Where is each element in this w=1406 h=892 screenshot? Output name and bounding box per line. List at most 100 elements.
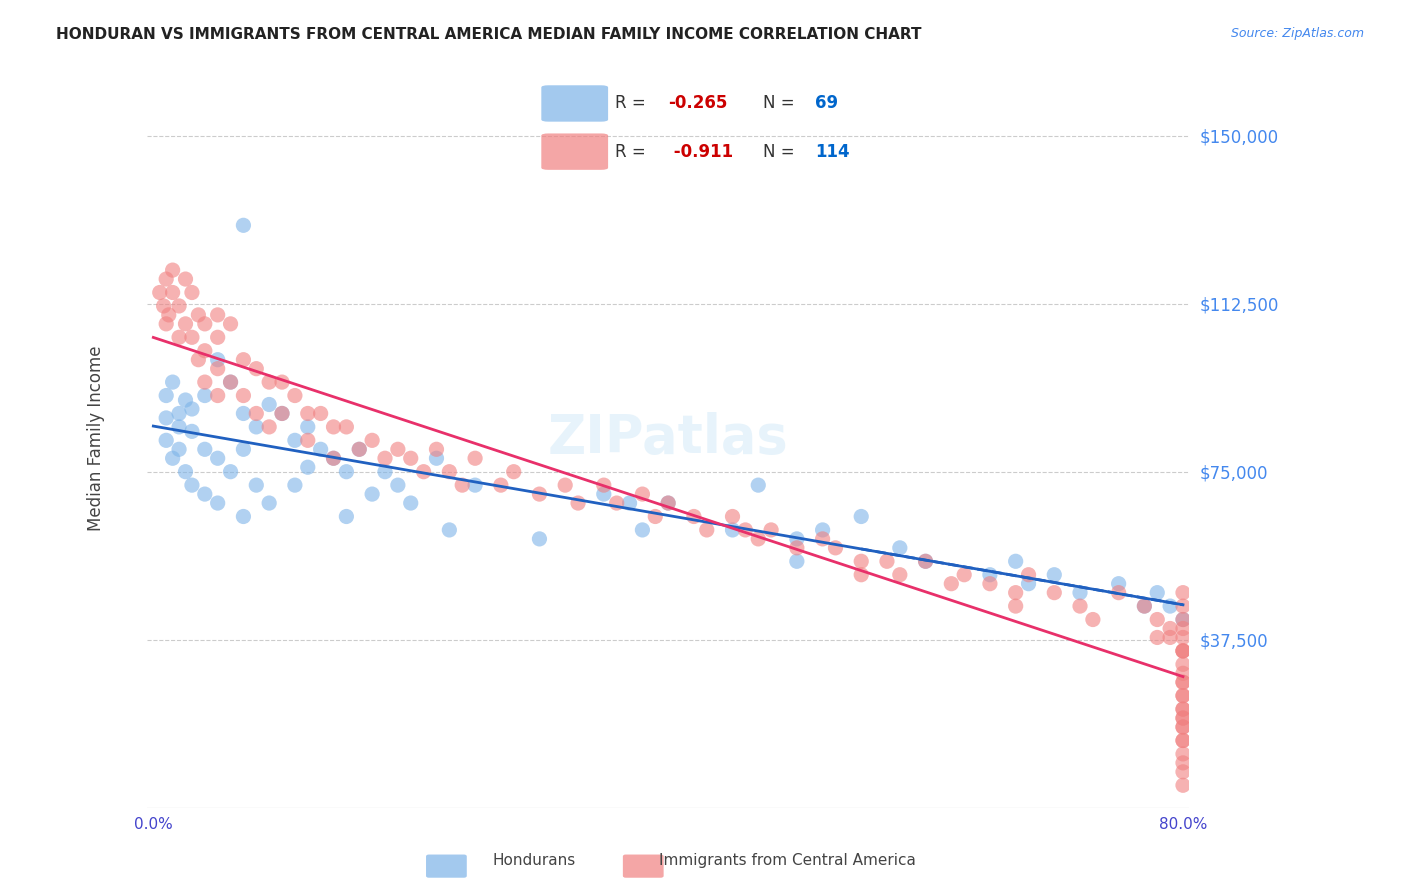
Point	[174, 272, 197, 286]
Point	[257, 375, 280, 389]
Point	[309, 407, 332, 421]
Point	[1159, 622, 1181, 636]
Point	[1171, 675, 1194, 690]
Point	[464, 451, 486, 466]
Point	[245, 361, 267, 376]
Point	[1069, 585, 1091, 599]
Point	[1133, 599, 1156, 613]
Point	[297, 434, 319, 448]
Point	[155, 411, 177, 425]
Point	[232, 509, 254, 524]
Point	[1171, 689, 1194, 703]
Point	[167, 442, 190, 457]
Point	[181, 425, 204, 439]
Point	[257, 496, 280, 510]
Text: R =: R =	[616, 143, 651, 161]
Point	[194, 487, 217, 501]
Point	[155, 388, 177, 402]
Point	[683, 509, 706, 524]
Point	[747, 532, 769, 546]
Point	[606, 496, 628, 510]
Point	[631, 487, 654, 501]
Point	[149, 285, 172, 300]
Point	[644, 509, 666, 524]
Point	[194, 442, 217, 457]
Point	[309, 442, 332, 457]
Point	[1171, 644, 1194, 658]
Point	[284, 388, 307, 402]
Text: R =: R =	[616, 95, 651, 112]
Point	[219, 317, 242, 331]
Point	[786, 554, 808, 568]
Point	[619, 496, 641, 510]
Point	[174, 465, 197, 479]
Point	[257, 397, 280, 411]
Point	[1069, 599, 1091, 613]
Point	[1171, 613, 1194, 627]
Point	[1171, 733, 1194, 747]
Point	[155, 272, 177, 286]
Point	[811, 532, 834, 546]
Point	[167, 330, 190, 344]
Point	[1159, 631, 1181, 645]
Point	[759, 523, 782, 537]
Point	[851, 554, 873, 568]
Point	[361, 434, 384, 448]
Point	[1159, 599, 1181, 613]
Point	[349, 442, 371, 457]
Point	[207, 496, 229, 510]
Point	[554, 478, 576, 492]
Point	[502, 465, 524, 479]
Point	[1146, 613, 1168, 627]
Point	[747, 478, 769, 492]
Point	[157, 308, 180, 322]
Point	[245, 478, 267, 492]
Point	[207, 361, 229, 376]
Point	[174, 317, 197, 331]
Point	[734, 523, 756, 537]
Point	[361, 487, 384, 501]
Point	[1108, 585, 1130, 599]
Point	[1018, 576, 1040, 591]
Point	[1171, 720, 1194, 734]
Point	[187, 308, 209, 322]
Point	[1004, 554, 1026, 568]
Point	[1133, 599, 1156, 613]
Point	[194, 343, 217, 358]
Point	[721, 509, 744, 524]
Point	[245, 420, 267, 434]
Point	[425, 451, 447, 466]
Point	[297, 420, 319, 434]
Point	[232, 352, 254, 367]
Point	[811, 523, 834, 537]
FancyBboxPatch shape	[541, 134, 609, 169]
Point	[425, 442, 447, 457]
Point	[271, 407, 294, 421]
Point	[232, 219, 254, 233]
Point	[194, 375, 217, 389]
Point	[174, 392, 197, 407]
Point	[322, 451, 344, 466]
Point	[1146, 631, 1168, 645]
Point	[162, 285, 184, 300]
Point	[876, 554, 898, 568]
Point	[451, 478, 474, 492]
Point	[399, 451, 422, 466]
Text: -0.265: -0.265	[668, 95, 727, 112]
Point	[851, 509, 873, 524]
Point	[1171, 711, 1194, 725]
Point	[181, 478, 204, 492]
Point	[167, 420, 190, 434]
Point	[657, 496, 679, 510]
Point	[167, 299, 190, 313]
Point	[979, 567, 1001, 582]
Point	[181, 330, 204, 344]
Point	[207, 352, 229, 367]
Text: -0.911: -0.911	[668, 143, 733, 161]
Point	[271, 375, 294, 389]
Point	[1171, 764, 1194, 779]
Point	[941, 576, 963, 591]
Point	[786, 541, 808, 555]
Point	[207, 308, 229, 322]
Point	[1004, 599, 1026, 613]
